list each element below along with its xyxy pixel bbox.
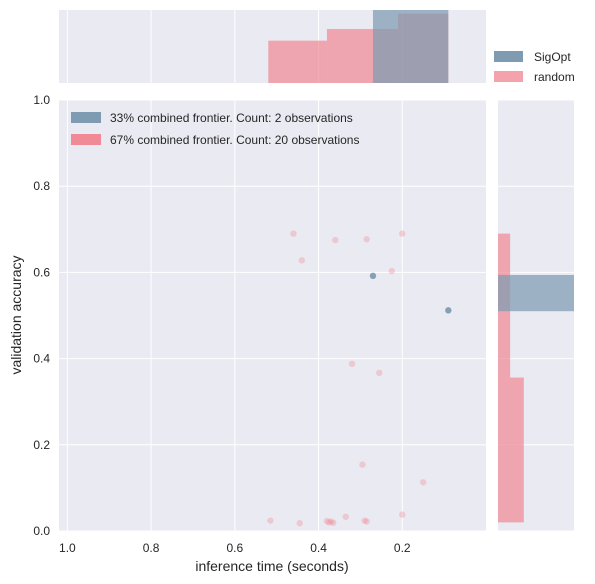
top-hist-bar-random bbox=[268, 40, 327, 83]
scatter-point-random bbox=[325, 519, 333, 526]
scatter-point-random bbox=[323, 517, 331, 525]
scatter-point-random bbox=[327, 518, 335, 525]
scatter-point-random bbox=[332, 236, 339, 244]
y-tick-label: 0.4 bbox=[33, 352, 50, 366]
x-tick-label: 0.4 bbox=[310, 541, 327, 555]
legend-swatch-random bbox=[71, 134, 101, 145]
scatter-point-random bbox=[388, 267, 396, 275]
legend-swatch-sigopt bbox=[71, 112, 101, 123]
scatter-point-random bbox=[342, 513, 349, 520]
y-tick-label: 0.0 bbox=[33, 524, 50, 538]
scatter-point-random bbox=[363, 236, 370, 243]
x-tick-label: 0.8 bbox=[143, 541, 160, 555]
scatter-point-random bbox=[399, 511, 406, 518]
hist-legend-swatch-sigopt bbox=[494, 51, 523, 62]
x-tick-label: 1.0 bbox=[59, 541, 76, 555]
y-axis-label: validation accuracy bbox=[8, 255, 24, 374]
scatter-legend: 33% combined frontier. Count: 2 observat… bbox=[71, 111, 359, 147]
top-hist-bar-sigopt bbox=[372, 10, 449, 83]
scatter-point-random bbox=[376, 369, 383, 377]
scatter-point-random bbox=[267, 517, 274, 524]
x-tick-label: 0.2 bbox=[394, 541, 411, 555]
legend-label-random-frontier: 67% combined frontier. Count: 20 observa… bbox=[110, 133, 359, 147]
scatter-point-random bbox=[361, 517, 368, 524]
scatter-gridlines bbox=[59, 99, 486, 532]
y-tick-label: 1.0 bbox=[33, 93, 50, 107]
hist-legend-swatch-random bbox=[494, 71, 523, 82]
x-tick-label: 0.6 bbox=[226, 541, 243, 555]
scatter-point-random bbox=[399, 230, 406, 237]
scatter-point-random bbox=[296, 520, 303, 527]
x-axis-label: inference time (seconds) bbox=[195, 558, 348, 574]
scatter-point-sigopt bbox=[369, 272, 377, 280]
scatter-point-random bbox=[330, 519, 337, 527]
scatter-point-random bbox=[290, 230, 297, 237]
histogram-legend: SigOpt random bbox=[494, 50, 575, 84]
right-hist-bar-random bbox=[498, 377, 524, 523]
scatter-point-random bbox=[348, 360, 356, 367]
scatter-point-random bbox=[363, 518, 370, 525]
y-tick-label: 0.2 bbox=[33, 438, 50, 452]
scatter-point-random bbox=[420, 479, 427, 486]
top-histogram-bars bbox=[268, 10, 449, 83]
hist-legend-label-random: random bbox=[534, 70, 575, 84]
scatter-plot-background bbox=[59, 100, 486, 531]
right-histogram-bars bbox=[498, 233, 574, 523]
scatter-point-sigopt bbox=[445, 307, 452, 314]
right-hist-bar-sigopt bbox=[498, 274, 574, 312]
scatter-points bbox=[267, 230, 452, 527]
y-tick-label: 0.8 bbox=[33, 179, 50, 193]
y-tick-label: 0.6 bbox=[33, 265, 50, 279]
scatter-point-random bbox=[359, 461, 366, 468]
scatter-point-random bbox=[298, 257, 306, 264]
hist-legend-label-sigopt: SigOpt bbox=[534, 50, 571, 64]
legend-label-sigopt-frontier: 33% combined frontier. Count: 2 observat… bbox=[110, 111, 353, 125]
